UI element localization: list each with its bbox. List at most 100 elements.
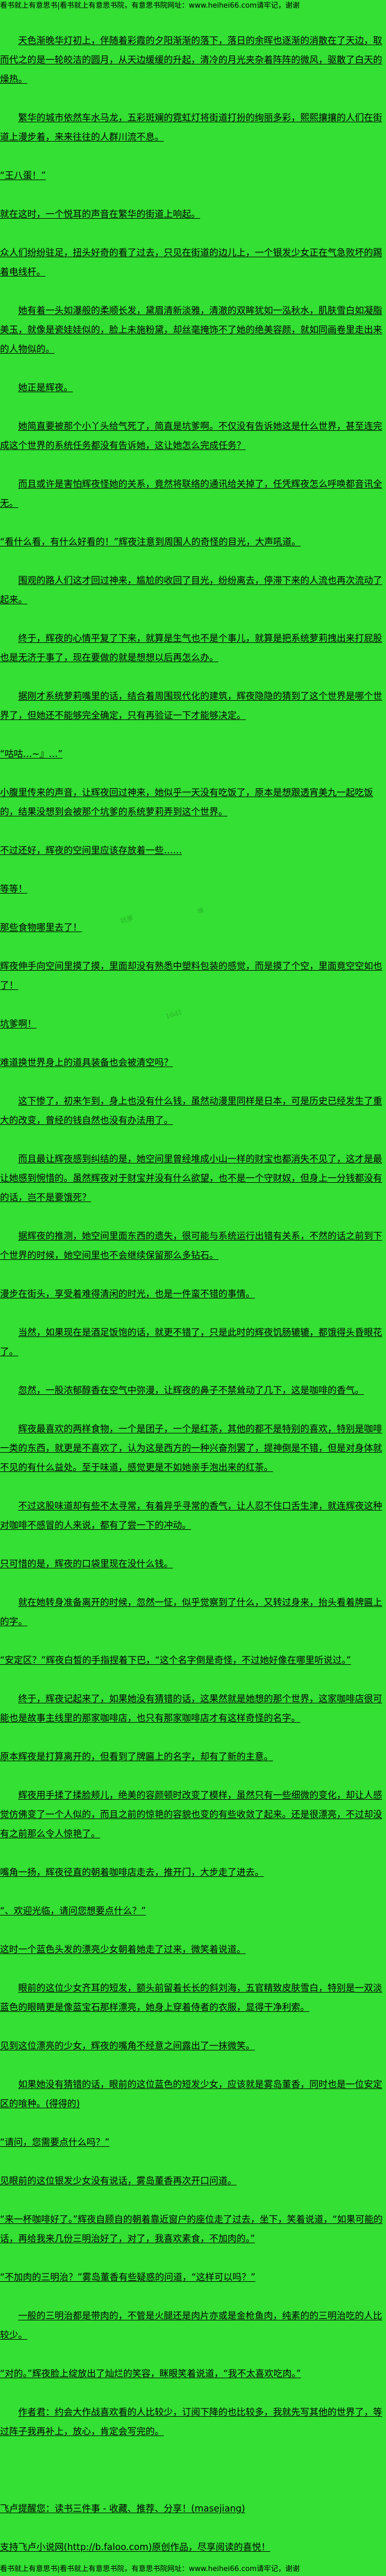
paragraph: 等等！	[0, 884, 28, 894]
content-gap	[0, 1207, 386, 1226]
content-gap	[0, 455, 386, 474]
content-gap	[0, 1882, 386, 1901]
paragraph: 就在这时，一个悦耳的声音在繁华的街道上响起。	[0, 209, 200, 219]
content-gap	[0, 667, 386, 686]
paragraph: 而且或许是害怕辉夜怪她的关系，竟然将联络的通讯给关掉了，任凭辉夜怎么呼唤都音讯全…	[0, 479, 382, 508]
paragraph: 一般的三明治都是带肉的，不管是火腿还是肉片亦或是金枪鱼肉，纯素的的三明治吃的人比…	[0, 2310, 382, 2340]
paragraph: 终于，辉夜记起来了，如果她没有猜错的话，这果然就是她想的那个世界，这家咖啡店很可…	[0, 1693, 382, 1723]
site-banner-bottom: 看书就上有意思书|看书就上有意思书院，有意思书院网址：www.heihei66.…	[0, 2565, 300, 2573]
content-gap	[0, 12, 386, 31]
content-gap	[0, 1631, 386, 1650]
paragraph: 嘴角一扬，辉夜径直的朝着咖啡店走去，推开门，大步走了进去。	[0, 1867, 264, 1877]
paragraph: 终于，辉夜的心情平复了下来，就算是生气也不是个事儿，就算是把系统萝莉拽出来打屁股…	[0, 633, 382, 663]
paragraph: 见到这位漂亮的少女，辉夜的嘴角不经意之间露出了一抹微笑。	[0, 2041, 255, 2051]
content-gap	[0, 1766, 386, 1785]
paragraph: 这时一个蓝色头发的漂亮少女朝着她走了过来，微笑着说道。	[0, 1944, 246, 1955]
content-gap	[0, 1033, 386, 1053]
paragraph: “来一杯咖啡好了。”辉夜自顾自的朝着靠近窗户的座位走了过去，坐下，笑着说道，“如…	[0, 2214, 383, 2244]
content-gap	[0, 899, 386, 918]
content-gap	[0, 1843, 386, 1863]
content-gap	[0, 147, 386, 166]
paragraph: 漫步在街头，享受着难得清闲的时光，也是一件蛮不错的事情。	[0, 1289, 255, 1299]
paragraph: “不加肉的三明治？”雾岛董香有些疑惑的问道，“这样可以吗？”	[0, 2272, 256, 2282]
paragraph: 她正是辉夜。	[18, 382, 73, 393]
paragraph: 她有着一头如瀑般的柔顺长发，黛眉清新淡雅，清澈的双眸犹如一泓秋水，肌肤雪白如凝脂…	[0, 305, 382, 354]
paragraph: 就在她转身准备离开的时候，忽然一怔，似乎觉察到了什么，又转过身来，抬头看着牌匾上…	[0, 1597, 382, 1627]
paragraph: 而且最让辉夜感到纠结的是，她空间里曾经堆成小山一样的财宝也都消失不见了，这才是最…	[0, 1154, 382, 1203]
content-gap	[0, 860, 386, 879]
paragraph: 只可惜的是，辉夜的口袋里现在没什么钱。	[0, 1558, 173, 1569]
paragraph: 围观的路人们这才回过神来，尴尬的收回了目光，纷纷离去，停滞下来的人流也再次流动了…	[0, 575, 382, 605]
content-gap	[0, 821, 386, 841]
paragraph: 她简直要被那个小丫头给气死了，简直是坑爹啊。不仅没有告诉她这是什么世界，甚至连完…	[0, 421, 382, 451]
content-gap	[0, 1535, 386, 1554]
content-gap	[0, 1728, 386, 1747]
content-gap	[0, 2055, 386, 2075]
content-gap	[0, 1477, 386, 1496]
paragraph: 作者君：约会大作战喜欢看的人比较少，订阅下降的也比较多，我就先写其他的世界了，等…	[0, 2407, 382, 2437]
content-gap	[0, 397, 386, 416]
paragraph: “请问，您需要点什么吗？”	[0, 2137, 110, 2147]
content-gap	[0, 2345, 386, 2364]
content-gap	[0, 513, 386, 532]
paragraph: 据辉夜的推测，她空间里面东西的遗失，很可能与系统运行出错有关系，不然的话之前到下…	[0, 1231, 382, 1260]
paragraph: “对的。”辉夜脸上绽放出了灿烂的笑容，眯眼笑着说道，“我不太喜欢吃肉。”	[0, 2368, 301, 2379]
content-gap	[0, 2480, 386, 2499]
content-gap	[0, 1400, 386, 1419]
content-gap	[0, 224, 386, 243]
chapter-content: 天色渐晚华灯初上，伴随着彩霞的夕阳渐渐的落下，落日的余晖也逐渐的消散在了天边，取…	[0, 12, 386, 2576]
paragraph: 原本辉夜是打算离开的，但看到了牌匾上的名字，却有了新的主意。	[0, 1751, 273, 1762]
content-gap	[0, 2017, 386, 2036]
paragraph: 众人们纷纷驻足，扭头好奇的看了过去，只见在街道的边儿上，一个银发少女正在气急败坏…	[0, 247, 382, 277]
paragraph: 坑爹啊！	[0, 1019, 36, 1029]
paragraph: “安定区？”辉夜白皙的手指捏着下巴，“这个名字倒是奇怪，不过她好像在哪里听说过。…	[0, 1655, 351, 1665]
content-gap	[0, 2113, 386, 2133]
content-gap	[0, 2248, 386, 2267]
paragraph: 难道换世界身上的道具装备也会被清空吗？	[0, 1057, 173, 1068]
content-gap	[0, 282, 386, 301]
paragraph: 当然，如果现在是酒足饭饱的话，就更不错了，只是此时的辉夜饥肠辘辘，都饿得头昏眼花…	[0, 1327, 382, 1357]
footer-reading-tip: 飞卢提醒您：读书三件事 - 收藏、推荐、分享！(masejiang)	[0, 2503, 245, 2514]
paragraph: “咕咕…~』…”	[0, 749, 63, 759]
footer-support-link[interactable]: 支持飞卢小说网(http://b.faloo.com)原创作品，尽享阅读的喜悦！	[0, 2542, 271, 2552]
paragraph: 那些食物哪里去了！	[0, 922, 82, 933]
content-gap	[0, 1130, 386, 1149]
paragraph: 眼前的这位少女齐耳的短发，额头前留着长长的斜刘海，五官精致皮肤雪白，特别是一双淡…	[0, 1983, 382, 2012]
paragraph: 据刚才系统萝莉嘴里的话，结合着周围现代化的建筑，辉夜隐隐的猜到了这个世界是哪个世…	[0, 691, 382, 721]
paragraph: 见眼前的这位银发少女没有说话，雾岛董香再次开口问道。	[0, 2175, 237, 2186]
content-gap	[0, 551, 386, 571]
content-gap	[0, 937, 386, 956]
content-gap	[0, 2441, 386, 2460]
content-gap	[0, 89, 386, 108]
paragraph: 不过这股味道却有些不太寻常，有着异乎寻常的香气，让人忍不住口舌生津，就连辉夜这种…	[0, 1501, 382, 1530]
paragraph: 如果她没有猜错的话，眼前的这位蓝色的短发少女，应该就是雾岛董香，同时也是一位安定…	[0, 2079, 382, 2109]
paragraph: 这下惨了，初来乍到，身上也没有什么钱，虽然动漫里同样是日本，可是历史已经发生了重…	[0, 1096, 382, 1125]
content-gap	[0, 359, 386, 378]
content-gap	[0, 1920, 386, 1940]
content-gap	[0, 995, 386, 1014]
content-gap	[0, 1361, 386, 1381]
content-gap	[0, 764, 386, 783]
paragraph: 不过还好，辉夜的空间里应该存放着一些……	[0, 845, 182, 856]
content-gap	[0, 609, 386, 629]
content-gap	[0, 185, 386, 204]
content-gap	[0, 2460, 386, 2480]
content-gap	[0, 2518, 386, 2537]
content-gap	[0, 2287, 386, 2306]
content-gap	[0, 725, 386, 744]
paragraph: 辉夜用手揉了揉脸颊儿，绝美的容颜顿时改变了模样，虽然只有一些细微的变化，却让人感…	[0, 1790, 382, 1839]
paragraph: 辉夜伸手向空间里摸了摸，里面却没有熟悉中塑料包装的感觉，而是摸了个空，里面竟空空…	[0, 961, 382, 991]
paragraph: 小腹里传来的声音，让辉夜回过神来，她似乎一天没有吃饭了，原本是想跟透宵美九一起吃…	[0, 787, 373, 817]
paragraph: “看什么看，有什么好看的！”辉夜注意到周围人的奇怪的目光，大声吼道。	[0, 537, 301, 547]
content-gap	[0, 2152, 386, 2171]
content-gap	[0, 1265, 386, 1284]
paragraph: 繁华的城市依然车水马龙，五彩斑斓的霓虹灯将街道打扮的绚丽多彩，熙熙攘攘的人们在街…	[0, 112, 382, 142]
content-gap	[0, 1573, 386, 1593]
site-banner-top: 看书就上有意思书|看书就上有意思书院，有意思书院网址：www.heihei66.…	[0, 2, 300, 10]
content-gap	[0, 1959, 386, 1978]
paragraph: 辉夜最喜欢的两样食物，一个是团子，一个是红茶，其他的都不是特别的喜欢，特别是咖啡…	[0, 1424, 382, 1473]
paragraph: “王八蛋！”	[0, 170, 46, 181]
paragraph: 天色渐晚华灯初上，伴随着彩霞的夕阳渐渐的落下，落日的余晖也逐渐的消散在了天边，取…	[0, 35, 382, 84]
content-gap	[0, 1670, 386, 1689]
